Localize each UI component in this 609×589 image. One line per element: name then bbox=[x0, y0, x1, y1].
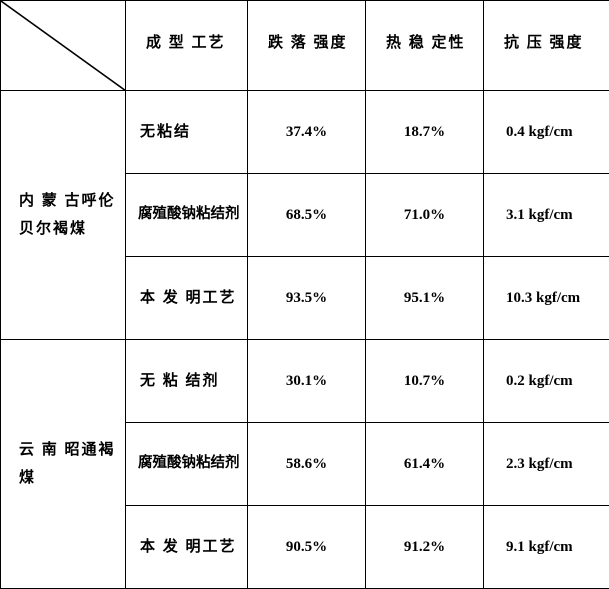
column-header-thermal: 热 稳 定性 bbox=[366, 1, 484, 91]
process-cell: 本 发 明工艺 bbox=[126, 506, 248, 589]
comparison-table: 成 型 工艺 跌 落 强度 热 稳 定性 抗 压 强度 内 蒙 古呼伦贝尔褐煤 … bbox=[0, 0, 609, 589]
column-header-compress: 抗 压 强度 bbox=[484, 1, 609, 91]
column-header-process: 成 型 工艺 bbox=[126, 1, 248, 91]
process-cell: 无 粘 结剂 bbox=[126, 340, 248, 423]
drop-value: 93.5% bbox=[248, 257, 366, 340]
thermal-value: 61.4% bbox=[366, 423, 484, 506]
table-header-row: 成 型 工艺 跌 落 强度 热 稳 定性 抗 压 强度 bbox=[1, 1, 609, 91]
thermal-value: 10.7% bbox=[366, 340, 484, 423]
compress-value: 0.2 kgf/cm bbox=[484, 340, 609, 423]
diagonal-header-cell bbox=[1, 1, 126, 91]
column-header-drop: 跌 落 强度 bbox=[248, 1, 366, 91]
table-row: 内 蒙 古呼伦贝尔褐煤 无粘结 37.4% 18.7% 0.4 kgf/cm bbox=[1, 91, 609, 174]
group-header: 云 南 昭通褐煤 bbox=[1, 340, 126, 589]
compress-value: 9.1 kgf/cm bbox=[484, 506, 609, 589]
compress-value: 0.4 kgf/cm bbox=[484, 91, 609, 174]
drop-value: 37.4% bbox=[248, 91, 366, 174]
process-cell: 本 发 明工艺 bbox=[126, 257, 248, 340]
compress-value: 3.1 kgf/cm bbox=[484, 174, 609, 257]
process-cell: 腐殖酸钠粘结剂 bbox=[126, 174, 248, 257]
compress-value: 10.3 kgf/cm bbox=[484, 257, 609, 340]
thermal-value: 71.0% bbox=[366, 174, 484, 257]
thermal-value: 18.7% bbox=[366, 91, 484, 174]
group-header: 内 蒙 古呼伦贝尔褐煤 bbox=[1, 91, 126, 340]
process-cell: 腐殖酸钠粘结剂 bbox=[126, 423, 248, 506]
drop-value: 58.6% bbox=[248, 423, 366, 506]
thermal-value: 95.1% bbox=[366, 257, 484, 340]
drop-value: 90.5% bbox=[248, 506, 366, 589]
drop-value: 68.5% bbox=[248, 174, 366, 257]
process-cell: 无粘结 bbox=[126, 91, 248, 174]
compress-value: 2.3 kgf/cm bbox=[484, 423, 609, 506]
thermal-value: 91.2% bbox=[366, 506, 484, 589]
drop-value: 30.1% bbox=[248, 340, 366, 423]
table-row: 云 南 昭通褐煤 无 粘 结剂 30.1% 10.7% 0.2 kgf/cm bbox=[1, 340, 609, 423]
diagonal-line-icon bbox=[1, 1, 125, 90]
